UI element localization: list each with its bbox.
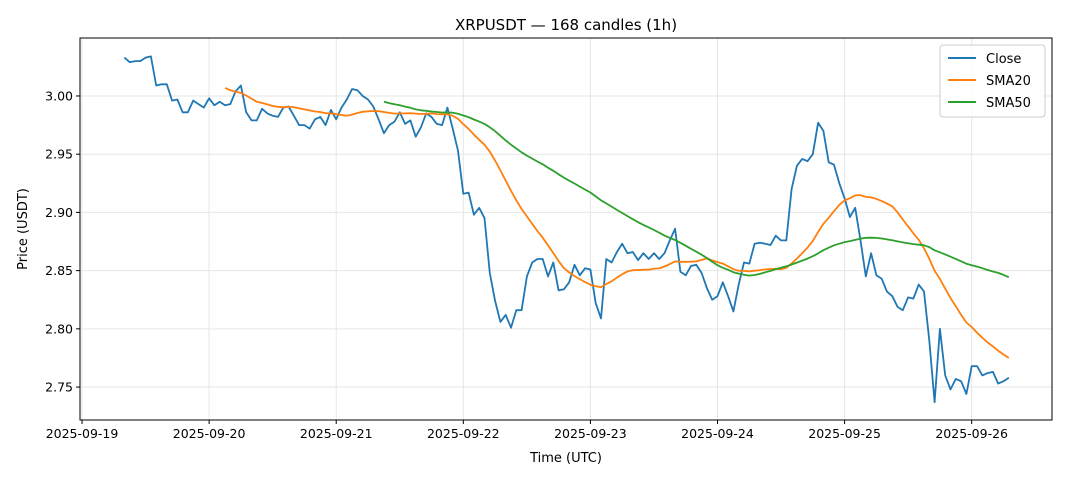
x-tick-label: 2025-09-24 <box>681 426 754 441</box>
x-tick-label: 2025-09-25 <box>808 426 881 441</box>
x-tick-label: 2025-09-22 <box>427 426 500 441</box>
legend-label-close: Close <box>986 52 1021 67</box>
chart-title: XRPUSDT — 168 candles (1h) <box>455 16 677 34</box>
legend: Close SMA20 SMA50 <box>939 44 1046 118</box>
legend-label-sma20: SMA20 <box>986 74 1031 89</box>
x-tick-label: 2025-09-19 <box>46 426 119 441</box>
y-tick-label: 2.75 <box>45 380 73 395</box>
y-tick-label: 2.85 <box>45 263 73 278</box>
y-tick-label: 2.90 <box>45 205 73 220</box>
y-tick-label: 3.00 <box>45 88 73 103</box>
series-lines <box>123 55 1010 404</box>
series-sma20 <box>224 87 1010 359</box>
series-close <box>123 55 1010 404</box>
x-axis-label: Time (UTC) <box>529 451 602 466</box>
y-axis-label: Price (USDT) <box>16 188 31 270</box>
x-tick-label: 2025-09-26 <box>935 426 1008 441</box>
y-tick-label: 2.95 <box>45 147 73 162</box>
legend-label-sma50: SMA50 <box>986 96 1031 111</box>
y-axis: 2.75 2.80 2.85 2.90 2.95 3.00 <box>45 88 80 395</box>
y-tick-label: 2.80 <box>45 321 73 336</box>
x-tick-label: 2025-09-20 <box>173 426 246 441</box>
x-axis: 2025-09-19 2025-09-20 2025-09-21 2025-09-22… <box>46 420 1008 441</box>
series-sma50 <box>383 100 1010 279</box>
x-tick-label: 2025-09-23 <box>554 426 627 441</box>
x-tick-label: 2025-09-21 <box>300 426 373 441</box>
legend-box <box>939 44 1046 118</box>
grid <box>80 38 1052 420</box>
plot-frame <box>79 37 1053 421</box>
